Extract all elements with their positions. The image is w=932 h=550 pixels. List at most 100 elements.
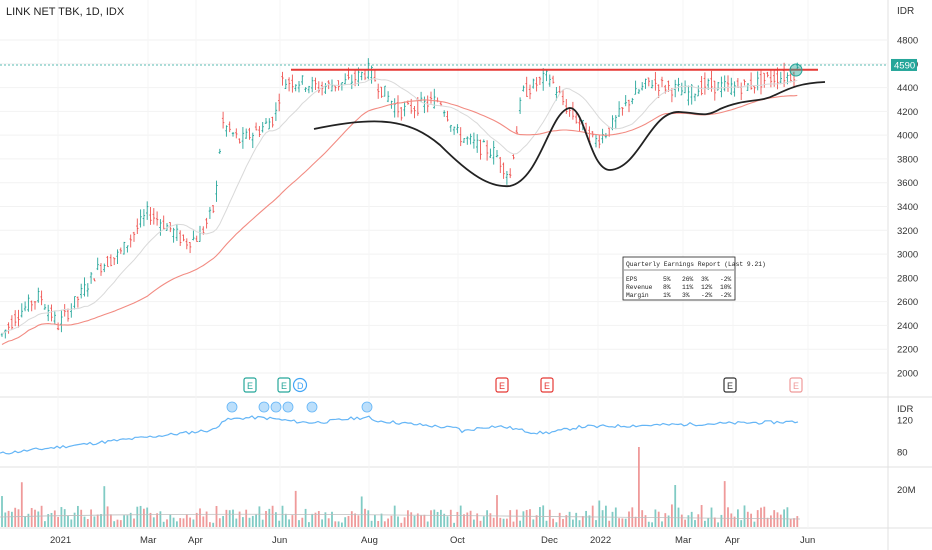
time-tick-label: Mar (140, 535, 156, 546)
earnings-marker-box (540, 377, 554, 393)
volume-bar (44, 521, 46, 527)
volume-bar (591, 505, 594, 527)
volume-bar (555, 522, 558, 527)
volume-bar (30, 507, 33, 527)
volume-bar (275, 512, 277, 527)
time-tick-label: 2021 (50, 535, 71, 546)
volume-bar (218, 518, 221, 527)
time-tick-label: Jun (800, 535, 815, 546)
volume-bar (162, 521, 165, 527)
time-tick-label: Oct (450, 535, 465, 546)
volume-bar (760, 507, 762, 527)
volume-bar (265, 510, 267, 527)
volume-bar (377, 520, 380, 527)
earnings-marker-letter: E (247, 381, 253, 391)
volume-bar (519, 520, 521, 527)
volume-bar (766, 517, 769, 527)
volume-bar (301, 517, 304, 527)
volume-bar (515, 509, 518, 527)
volume-bar (466, 512, 469, 527)
volume-bar (479, 520, 482, 527)
volume-bar (364, 508, 366, 527)
volume-bar (416, 513, 419, 527)
volume-bar (753, 521, 756, 527)
earnings-marker-letter: E (281, 381, 287, 391)
volume-bar (146, 507, 149, 527)
volume-bar (119, 520, 122, 527)
volume-bar (202, 516, 205, 527)
volume-bar (110, 514, 112, 527)
indicator-tick-label: 80 (897, 448, 908, 459)
time-tick-label: Dec (541, 535, 558, 546)
volume-average-line (0, 513, 801, 520)
volume-bar (770, 515, 772, 527)
volume-bar (298, 520, 300, 527)
volume-bar (476, 513, 479, 527)
earnings-marker-box (277, 377, 291, 393)
volume-bar (436, 511, 439, 527)
volume-bar (304, 508, 307, 527)
volume-bar (601, 510, 604, 527)
volume-bar (453, 522, 455, 527)
volume-bar (80, 509, 83, 527)
volume-bar (37, 511, 40, 527)
volume-bar (568, 511, 571, 527)
volume-bar (159, 511, 162, 527)
volume-bar (552, 518, 554, 527)
volume-bar (776, 512, 779, 527)
volume-bar (628, 511, 630, 527)
volume-bar (212, 522, 215, 527)
volume-bar (225, 509, 228, 527)
volume-bar (278, 520, 281, 527)
volume-bar (60, 507, 63, 527)
volume-bar (106, 506, 109, 527)
volume-bar (581, 516, 584, 527)
volume-bar (651, 522, 653, 527)
volume-bar (242, 517, 244, 527)
relative-strength-line (0, 415, 799, 455)
volume-bar (713, 517, 716, 527)
volume-bar (334, 521, 337, 527)
volume-bar (558, 512, 561, 527)
volume-bar (783, 509, 785, 527)
volume-bar (545, 520, 548, 527)
price-tick-label: 3200 (897, 226, 918, 237)
volume-bar (430, 510, 432, 527)
volume-bar (621, 518, 624, 527)
volume-bar (63, 509, 66, 527)
earnings-table-border (622, 256, 736, 301)
volume-bar (83, 516, 86, 527)
volume-bar (294, 490, 297, 527)
earnings-marker-box (495, 377, 509, 393)
volume-bar (123, 515, 125, 527)
earnings-marker-box (723, 377, 737, 393)
earnings-table-cell: -2% (720, 292, 732, 299)
volume-bar (489, 513, 492, 527)
volume-bar (129, 512, 132, 527)
earnings-table-row-label: Margin (626, 292, 649, 299)
volume-bar (700, 505, 703, 527)
volume-bar (562, 518, 564, 527)
volume-bar (446, 516, 449, 527)
volume-bar (710, 507, 713, 527)
earnings-table-row-label: Revenue (626, 284, 653, 291)
volume-bar (166, 519, 168, 527)
volume-bar (473, 519, 475, 527)
earnings-table-row-label: EPS (626, 276, 638, 283)
volume-bar (205, 511, 208, 527)
volume-bar (27, 513, 30, 527)
price-tick-label: 3600 (897, 178, 918, 189)
rs-high-marker (282, 401, 294, 413)
volume-bar (664, 513, 667, 527)
volume-bar (694, 520, 696, 527)
volume-bar (618, 518, 620, 527)
price-tick-label: 4400 (897, 83, 918, 94)
volume-bar (73, 512, 76, 527)
volume-bar (350, 511, 353, 527)
volume-bar (113, 521, 116, 527)
volume-bar (133, 518, 135, 527)
volume-bar (20, 482, 23, 527)
volume-bar (152, 517, 155, 527)
